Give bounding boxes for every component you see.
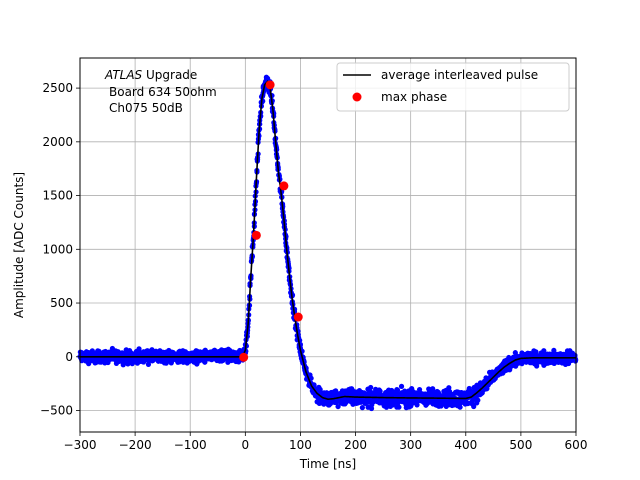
x-tick-label: 600 [565,438,588,452]
sample-point [471,403,477,410]
y-tick-label: 500 [50,296,73,310]
x-tick-label: −100 [174,438,207,452]
sample-point [136,346,142,352]
sample-point [457,404,463,410]
sample-point [368,384,374,391]
y-tick-label: 1000 [42,242,73,256]
sample-point [414,402,420,408]
annotation-line-3: Ch075 50dB [109,101,183,115]
legend-label-average: average interleaved pulse [381,68,538,82]
sample-point [541,348,547,354]
sample-point [145,361,152,367]
max-phase-point [265,80,275,90]
sample-point [377,388,383,394]
y-axis-ticks: −500 0 500 1000 1500 2000 2500 [40,81,80,418]
sample-point [475,397,481,403]
y-tick-label: 0 [65,350,73,364]
x-tick-label: 100 [289,438,312,452]
average-pulse-layer [80,80,576,401]
x-tick-label: −200 [119,438,152,452]
y-tick-label: 1500 [42,189,73,203]
average-pulse-line [80,80,576,401]
sample-point [335,403,341,410]
max-phase-point [251,230,261,240]
y-tick-label: 2000 [42,135,73,149]
x-axis-ticks: −300 −200 −100 0 100 200 300 400 500 600 [64,432,588,452]
x-axis-label: Time [ns] [299,457,356,471]
y-tick-label: −500 [40,404,73,418]
sample-point [359,405,365,411]
max-phase-point [293,312,303,322]
plot-frame [79,57,577,433]
annotation-line-1: ATLAS Upgrade [104,68,197,82]
sample-point [317,386,323,393]
x-tick-label: 300 [399,438,422,452]
x-tick-label: 0 [242,438,250,452]
max-phase-point [239,352,249,362]
x-tick-label: 500 [509,438,532,452]
sample-points [77,74,579,412]
annotation-upgrade: Upgrade [142,68,197,82]
y-axis-label: Amplitude [ADC Counts] [12,172,26,318]
annotation-line-2: Board 634 50ohm [109,85,217,99]
legend: average interleaved pulse max phase [336,62,570,112]
sample-point [398,383,405,389]
legend-label-max-phase: max phase [381,90,447,104]
x-tick-label: 400 [454,438,477,452]
x-tick-label: −300 [64,438,97,452]
y-tick-label: 2500 [42,81,73,95]
legend-box [336,62,570,112]
sample-point [396,404,402,410]
sample-point [534,363,540,369]
x-tick-label: 200 [344,438,367,452]
legend-marker-swatch [352,92,362,102]
max-phase-layer [239,80,303,362]
sample-point [572,358,579,364]
annotation-atlas: ATLAS [104,68,143,82]
max-phase-point [279,181,289,191]
